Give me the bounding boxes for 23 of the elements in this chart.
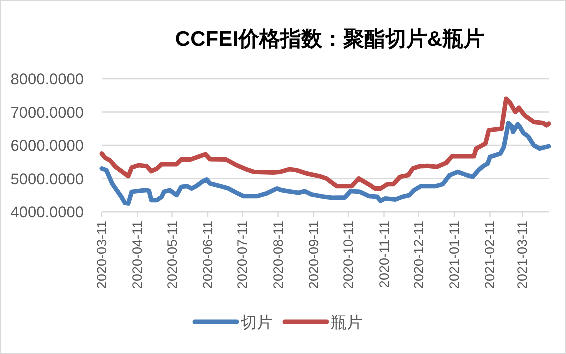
line-series: [100, 120, 552, 206]
x-tick-label: 2021-01-11: [447, 221, 462, 290]
legend-label: 切片: [241, 314, 273, 332]
x-tick-label: 2020-03-11: [94, 221, 110, 290]
legend-label: 瓶片: [331, 314, 363, 332]
x-tick-label: 2021-03-11: [515, 221, 530, 290]
x-tick-label: 2020-10-11: [341, 221, 356, 290]
y-tick-label: 5000.0000: [10, 171, 84, 188]
y-tick-label: 4000.0000: [10, 204, 84, 222]
x-tick-label: 2020-05-11: [164, 221, 180, 290]
y-tick-label: 7000.0000: [10, 104, 84, 122]
x-tick-label: 2020-09-11: [306, 221, 322, 290]
x-tick-label: 2020-11-11: [376, 221, 392, 288]
x-tick-label: 2020-08-11: [270, 221, 286, 290]
line-series: [100, 96, 552, 191]
x-tick-label: 2020-04-11: [130, 221, 146, 290]
x-tick-label: 2020-12-11: [411, 221, 426, 290]
x-tick-label: 2021-02-11: [482, 221, 498, 290]
x-tick-label: 2020-06-11: [200, 221, 216, 290]
chart-title: CCFEI价格指数：聚酯切片&瓶片: [175, 28, 485, 51]
y-tick-label: 8000.0000: [10, 72, 84, 88]
y-tick-label: 6000.0000: [10, 138, 84, 155]
x-tick-label: 2020-07-11: [235, 221, 250, 290]
